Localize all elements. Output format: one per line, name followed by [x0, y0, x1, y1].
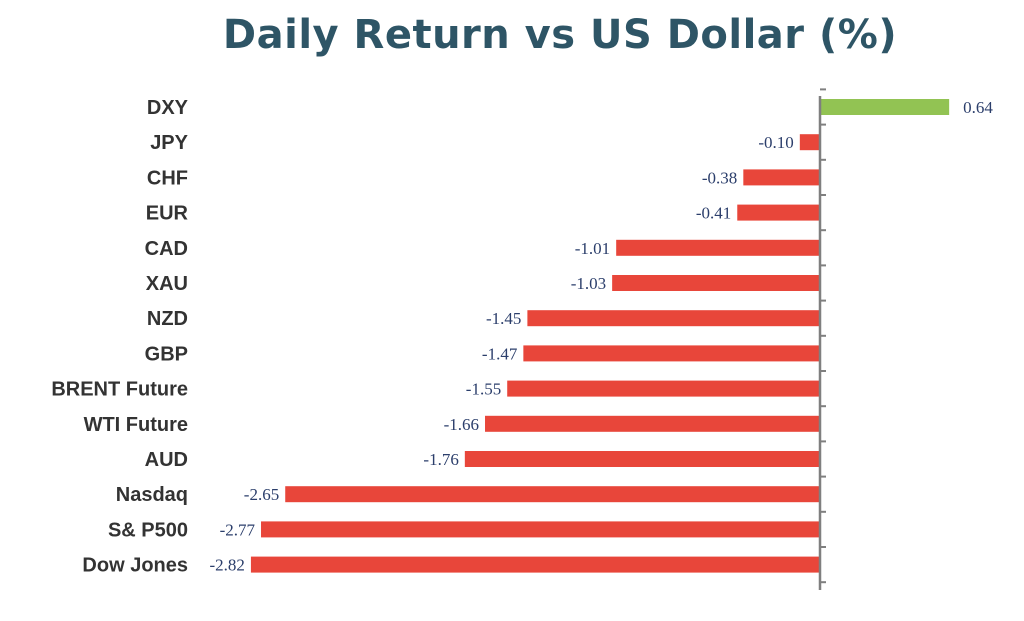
bar-brent-future	[507, 380, 820, 397]
value-label: -1.76	[423, 450, 458, 469]
bar-xau	[612, 275, 820, 291]
bar-jpy	[799, 134, 820, 151]
value-label: -0.10	[758, 133, 793, 152]
bar-eur	[737, 204, 820, 221]
category-label: S& P500	[108, 519, 188, 541]
value-label: -1.66	[444, 415, 479, 434]
category-label: GBP	[145, 343, 188, 365]
chart-title: Daily Return vs US Dollar (%)	[222, 12, 898, 58]
value-label: 0.64	[963, 98, 993, 117]
category-label: DXY	[147, 97, 189, 119]
value-label: -2.82	[210, 556, 245, 575]
category-label: WTI Future	[84, 414, 188, 436]
category-label: XAU	[146, 273, 188, 295]
bar-dxy	[820, 99, 950, 115]
category-label: Dow Jones	[82, 555, 188, 577]
value-label: -1.55	[466, 380, 501, 399]
bar-gbp	[523, 345, 820, 362]
category-label: CAD	[145, 238, 188, 260]
value-label: -0.38	[702, 168, 737, 187]
bar-aud	[464, 451, 820, 467]
value-label: -2.77	[220, 520, 256, 539]
bar-cad	[616, 239, 820, 256]
category-label: JPY	[150, 132, 188, 154]
bar-dow-jones	[250, 556, 820, 573]
bar-s-p500	[261, 521, 820, 538]
value-label: -1.01	[575, 239, 610, 258]
value-label: -1.45	[486, 309, 521, 328]
bar-nzd	[527, 310, 820, 327]
value-label: -1.03	[571, 274, 606, 293]
category-label: BRENT Future	[51, 379, 188, 401]
value-label: -1.47	[482, 344, 518, 363]
category-label: NZD	[147, 308, 188, 330]
bar-chf	[743, 169, 820, 186]
category-label: EUR	[146, 203, 189, 225]
bar-nasdaq	[285, 486, 821, 503]
category-label: AUD	[145, 449, 188, 471]
value-label: -0.41	[696, 204, 731, 223]
category-label: Nasdaq	[116, 484, 188, 506]
category-label: CHF	[147, 167, 188, 189]
bar-wti-future	[485, 415, 820, 432]
value-label: -2.65	[244, 485, 279, 504]
